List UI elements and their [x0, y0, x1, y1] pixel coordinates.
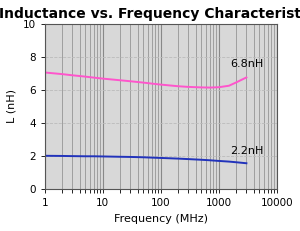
Title: Inductance vs. Frequency Characteristics: Inductance vs. Frequency Characteristics: [0, 7, 300, 21]
Text: 6.8nH: 6.8nH: [231, 59, 264, 69]
Text: 2.2nH: 2.2nH: [231, 146, 264, 156]
Y-axis label: L (nH): L (nH): [7, 89, 17, 124]
X-axis label: Frequency (MHz): Frequency (MHz): [114, 214, 208, 224]
